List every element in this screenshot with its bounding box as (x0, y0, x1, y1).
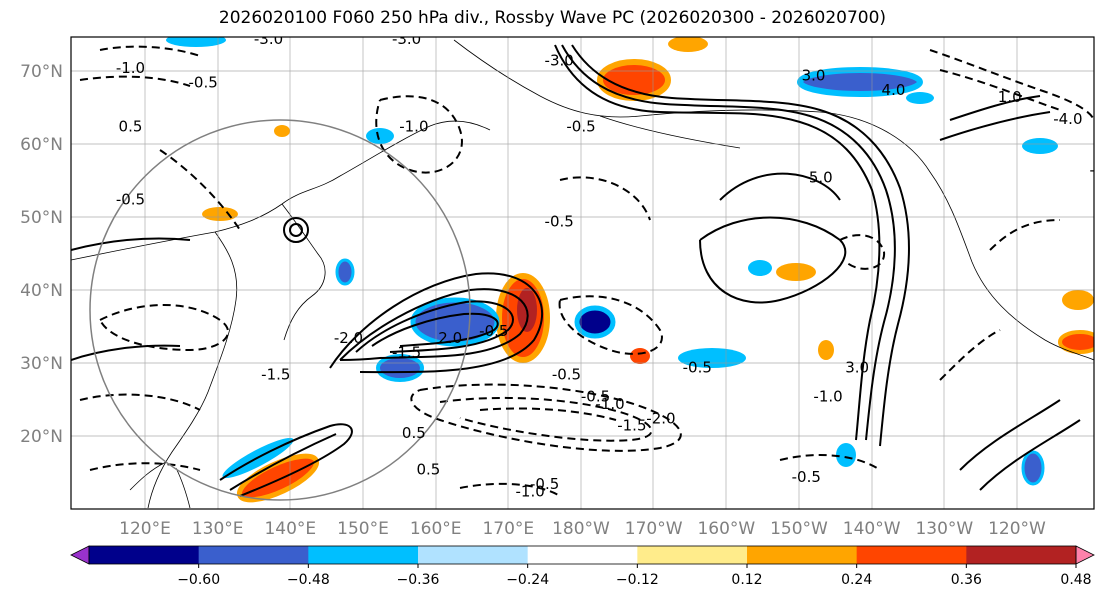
plot-frame (70, 36, 1095, 510)
coastlines (71, 39, 1094, 509)
lon-tick-label: 160°W (697, 519, 755, 539)
colorbar: −0.60 −0.48 −0.36 −0.24 −0.12 0.12 0.24 0.36 0.4… (70, 545, 1095, 588)
contour-label: -1.5 (261, 366, 290, 384)
lon-tick-label: 120°E (119, 519, 171, 539)
lat-tick-label: 20°N (20, 427, 63, 447)
contour-label: -0.5 (116, 190, 145, 208)
contour-label: -5.0 (1090, 161, 1105, 179)
contour-label: -1.0 (399, 117, 428, 135)
lon-tick-label: 130°E (192, 519, 244, 539)
contour-label: -2.0 (334, 329, 363, 347)
contour-label: 4.0 (882, 81, 906, 99)
contour-label: -0.5 (566, 117, 595, 135)
colorbar-tick-label: 0.36 (951, 572, 982, 588)
lon-tick-label: 180°W (552, 519, 610, 539)
contour-label: -0.5 (581, 388, 610, 406)
lon-tick-label: 170°W (625, 519, 683, 539)
lon-tick-label: 160°E (410, 519, 462, 539)
contour-label: -0.5 (545, 212, 574, 230)
contour-label: -1.5 (617, 417, 646, 435)
contour-label: -4.0 (1053, 110, 1082, 128)
contour-label: 3.0 (802, 66, 826, 84)
colorbar-tick-label: 0.48 (1060, 572, 1091, 588)
lat-tick-label: 60°N (20, 135, 63, 155)
contour-label: -3.0 (545, 52, 574, 70)
colorbar-extend-min (70, 545, 90, 565)
gridlines (71, 37, 1094, 509)
divergence-shading (166, 37, 1094, 503)
colorbar-segment (747, 546, 858, 564)
wave-packet-circle (89, 119, 471, 501)
colorbar-tick-label: −0.36 (397, 572, 440, 588)
lon-tick-label: 170°E (482, 519, 534, 539)
longitude-tick-labels: 120°E 130°E 140°E 150°E 160°E 170°E 180°W 170°W… (119, 519, 1046, 539)
colorbar-tick-label: 0.24 (841, 572, 872, 588)
contour-label: -1.0 (515, 482, 544, 500)
contour-label: 0.5 (416, 461, 440, 479)
colorbar-segment (418, 546, 529, 564)
colorbar-segment (856, 546, 967, 564)
contours-positive (71, 44, 1081, 497)
contour-label: -2.0 (646, 409, 675, 427)
lon-tick-label: 140°W (843, 519, 901, 539)
contour-label: 5.0 (809, 169, 833, 187)
colorbar-tick-label: −0.48 (287, 572, 330, 588)
contour-label: 0.5 (119, 117, 143, 135)
contour-label: 1.0 (998, 88, 1022, 106)
contour-label: -0.5 (683, 358, 712, 376)
colorbar-frame (88, 545, 1077, 565)
colorbar-tick-label: −0.60 (177, 572, 220, 588)
contour-label: -3.0 (254, 30, 283, 48)
contour-labels: 3.0-3.0 -3.0-3.0-1.0-0.50.5-0.5-2.0-1.5-1… (116, 30, 1105, 500)
lon-tick-label: 150°W (770, 519, 828, 539)
contour-label: -0.5 (479, 322, 508, 340)
colorbar-segment (89, 546, 200, 564)
colorbar-segment (198, 546, 309, 564)
contour-label: -0.5 (530, 475, 559, 493)
lat-tick-label: 50°N (20, 208, 63, 228)
contour-label: 0.5 (402, 424, 426, 442)
map-field-layer: 3.0-3.0 -3.0-3.0-1.0-0.50.5-0.5-2.0-1.5-1… (71, 30, 1105, 509)
contour-label: 3.0 (845, 358, 869, 376)
contour-label: -1.0 (116, 59, 145, 77)
lat-tick-label: 30°N (20, 354, 63, 374)
colorbar-tick-label: −0.24 (506, 572, 549, 588)
lon-tick-label: 120°W (988, 519, 1046, 539)
lat-tick-label: 70°N (20, 62, 63, 82)
colorbar-segment (308, 546, 419, 564)
contour-label: -1.0 (813, 388, 842, 406)
contour-label: -1.5 (392, 344, 421, 362)
colorbar-segment (527, 546, 638, 564)
lon-tick-label: 130°W (915, 519, 973, 539)
latitude-tick-labels: 70°N 60°N 50°N 40°N 30°N 20°N (20, 62, 63, 447)
colorbar-tick-label: −0.12 (616, 572, 659, 588)
contour-label: -3.0 (392, 30, 421, 48)
colorbar-tick-label: 0.12 (731, 572, 762, 588)
lon-tick-label: 150°E (337, 519, 389, 539)
contour-label: -0.5 (792, 468, 821, 486)
lon-tick-label: 140°E (264, 519, 316, 539)
colorbar-segment (966, 546, 1077, 564)
contour-label: -1.0 (595, 395, 624, 413)
contour-label: -0.5 (552, 366, 581, 384)
chart-title: 2026020100 F060 250 hPa div., Rossby Wav… (218, 8, 887, 28)
contour-label: 2.0 (438, 329, 462, 347)
lat-tick-label: 40°N (20, 281, 63, 301)
colorbar-segment (637, 546, 748, 564)
contours-negative (79, 45, 1094, 497)
contour-label: -0.5 (188, 74, 217, 92)
colorbar-extend-max (1075, 545, 1095, 565)
